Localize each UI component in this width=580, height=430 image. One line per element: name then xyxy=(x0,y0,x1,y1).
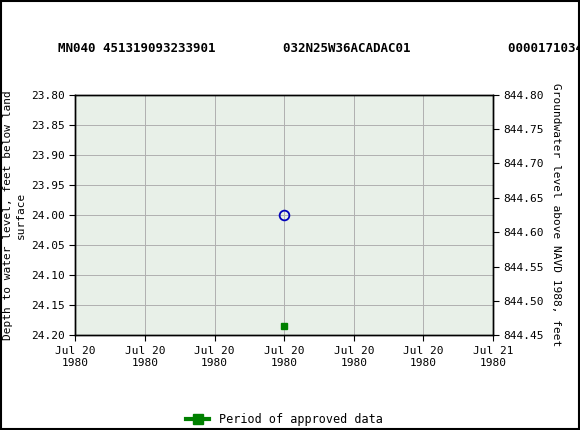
Legend: Period of approved data: Period of approved data xyxy=(181,408,387,430)
Y-axis label: Depth to water level, feet below land
surface: Depth to water level, feet below land su… xyxy=(3,90,26,340)
Text: MN040 451319093233901         032N25W36ACADAC01             0000171034: MN040 451319093233901 032N25W36ACADAC01 … xyxy=(58,42,580,55)
Y-axis label: Groundwater level above NAVD 1988, feet: Groundwater level above NAVD 1988, feet xyxy=(551,83,561,347)
Text: USGS: USGS xyxy=(76,8,140,28)
Bar xyxy=(6,3,68,32)
